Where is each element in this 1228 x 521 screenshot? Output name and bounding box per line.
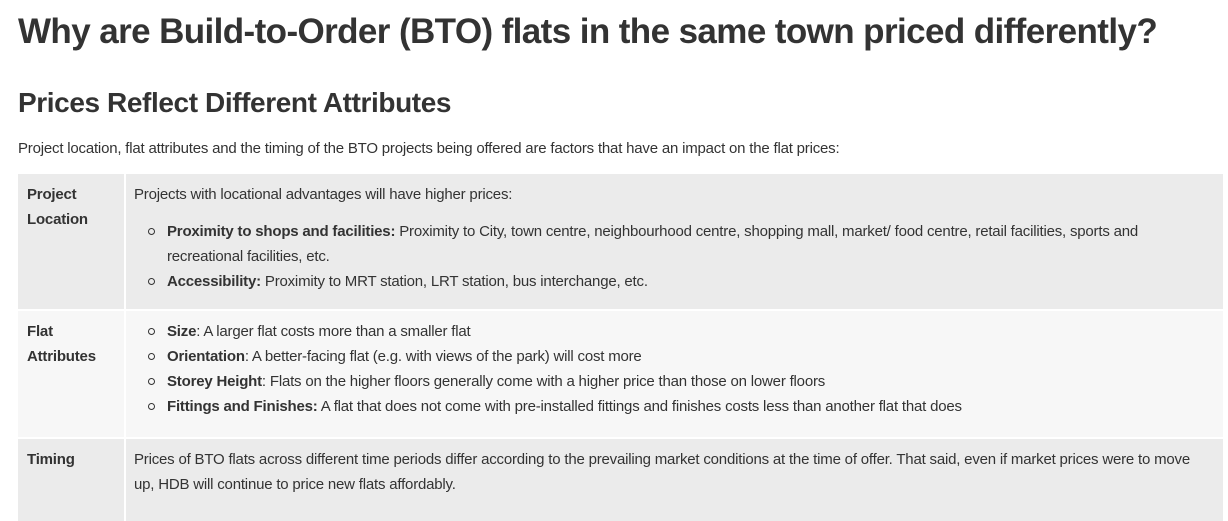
row-label-line: Project (27, 186, 77, 203)
row-label-line: Location (27, 211, 88, 228)
factor-text: A flat that does not come with pre-insta… (317, 398, 962, 415)
row-label-timing: Timing (18, 437, 126, 521)
row-content-project-location: Projects with locational advantages will… (125, 174, 1223, 310)
row-content-timing: Prices of BTO flats across different tim… (125, 437, 1223, 521)
row-label-line: Attributes (27, 348, 96, 365)
circle-bullet-icon (148, 353, 155, 360)
page-title: Why are Build-to-Order (BTO) flats in th… (18, 12, 1158, 51)
location-factor-list: Proximity to shops and facilities: Proxi… (134, 219, 1211, 294)
factor-term: Accessibility: (167, 273, 261, 290)
row-label-line: Flat (27, 323, 53, 340)
factor-text: : A better-facing flat (e.g. with views … (244, 348, 642, 365)
circle-bullet-icon (148, 278, 155, 285)
intro-paragraph: Project location, flat attributes and th… (18, 140, 840, 157)
factor-term: Storey Height (167, 373, 262, 390)
circle-bullet-icon (148, 378, 155, 385)
table-row-timing: Timing Prices of BTO flats across differ… (18, 437, 1223, 521)
factor-text: : Flats on the higher floors generally c… (261, 373, 826, 390)
factor-term: Orientation (167, 348, 245, 365)
circle-bullet-icon (148, 328, 155, 335)
factor-text: Proximity to MRT station, LRT station, b… (260, 273, 648, 290)
list-item: Size: A larger flat costs more than a sm… (148, 319, 1211, 344)
circle-bullet-icon (148, 228, 155, 235)
price-factors-table: Project Location Projects with locationa… (18, 174, 1223, 521)
row-label-project-location: Project Location (18, 174, 126, 310)
attribute-factor-list: Size: A larger flat costs more than a sm… (134, 319, 1211, 419)
timing-text: Prices of BTO flats across different tim… (134, 451, 1190, 493)
factor-text: : A larger flat costs more than a smalle… (196, 323, 471, 340)
list-item: Accessibility: Proximity to MRT station,… (148, 269, 1211, 294)
table-row-flat-attributes: Flat Attributes Size: A larger flat cost… (18, 309, 1223, 438)
row-content-flat-attributes: Size: A larger flat costs more than a sm… (125, 309, 1223, 438)
list-item: Proximity to shops and facilities: Proxi… (148, 219, 1211, 269)
list-item: Storey Height: Flats on the higher floor… (148, 369, 1211, 394)
section-heading: Prices Reflect Different Attributes (18, 87, 452, 118)
circle-bullet-icon (148, 403, 155, 410)
list-item: Fittings and Finishes: A flat that does … (148, 394, 1211, 419)
table-row-project-location: Project Location Projects with locationa… (18, 174, 1223, 310)
factor-text: Proximity to City, town centre, neighbou… (167, 223, 1139, 265)
factor-term: Size (167, 323, 197, 340)
factor-term: Proximity to shops and facilities: (167, 223, 396, 240)
list-item: Orientation: A better-facing flat (e.g. … (148, 344, 1211, 369)
row-label-flat-attributes: Flat Attributes (18, 309, 126, 438)
location-lead-text: Projects with locational advantages will… (134, 186, 513, 203)
factor-term: Fittings and Finishes: (167, 398, 318, 415)
